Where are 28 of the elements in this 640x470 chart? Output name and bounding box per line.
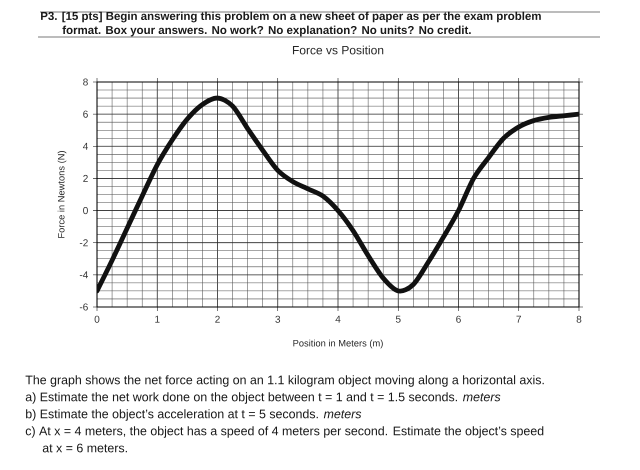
text: The graph shows the net force acting on an 1.1 kilogram object moving along a horizontal axis. <box>26 375 544 387</box>
text: a) Estimate the net work done on the object between t = 1 and t = 1.5 seconds. meters <box>26 392 500 404</box>
line-series <box>97 96 579 294</box>
x-tick-label: 5 <box>396 316 401 323</box>
x-tick-label: 8 <box>576 316 582 323</box>
text: at x = 6 meters. <box>42 444 127 452</box>
y-tick-label: 2 <box>83 174 88 182</box>
x-tick-label: 6 <box>456 316 461 323</box>
x-tick-label: 0 <box>94 316 100 323</box>
y-tick-label: 0 <box>83 207 88 214</box>
text: b) Estimate the object’s acceleration at t = 5 seconds. meters <box>26 409 362 421</box>
chart-title: Force vs Position <box>292 46 384 54</box>
text: format. Box your answers. No work? No explanation? No units? No credit. <box>62 26 471 36</box>
x-tick-label: 2 <box>215 316 220 323</box>
y-tick-label: 4 <box>82 142 88 150</box>
x-tick-label: 1 <box>155 316 160 323</box>
y-tick-label: -4 <box>80 271 88 278</box>
y-tick-label: -6 <box>80 303 88 311</box>
x-tick-label: 3 <box>275 316 280 323</box>
y-tick-label: -2 <box>80 239 88 246</box>
y-axis-title: Force in Newtons (N) <box>58 151 66 238</box>
text: P3. [15 pts] Begin answering this problem on a new sheet of paper as per the exam problem <box>41 12 541 22</box>
x-axis-title: Position in Meters (m) <box>293 340 383 348</box>
x-tick-label: 7 <box>516 316 522 323</box>
x-tick-label: 4 <box>335 316 340 323</box>
text: c) At x = 4 meters, the object has a speed of 4 meters per second. Estimate the object’s speed <box>26 426 544 438</box>
y-tick-label: 6 <box>83 110 88 118</box>
y-tick-label: 8 <box>83 78 88 86</box>
